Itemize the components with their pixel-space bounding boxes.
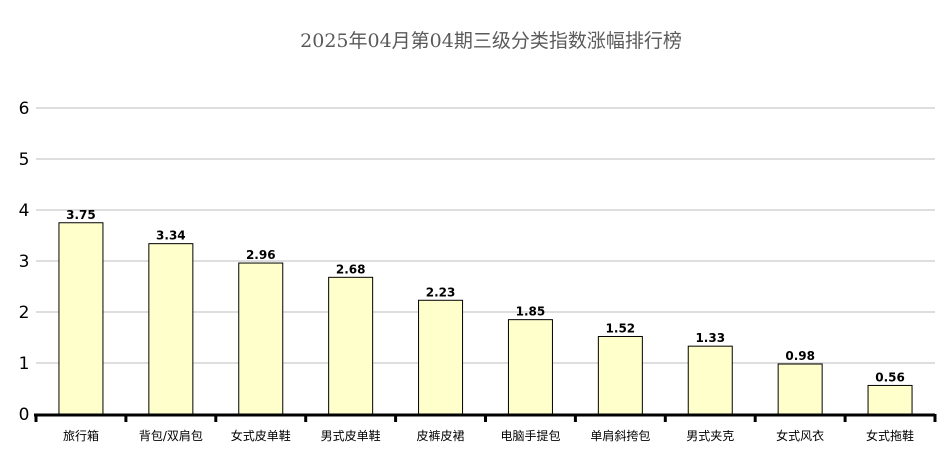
y-tick-label: 6 <box>19 99 30 119</box>
data-label: 2.23 <box>426 285 456 299</box>
y-tick-label: 5 <box>19 150 30 170</box>
y-tick-label: 2 <box>19 303 30 323</box>
x-axis-tick-labels: 旅行箱 背包/双肩包 女式皮单鞋 男式皮单鞋 皮裤皮裙 电脑手提包 单肩斜挎包 男式夹克 女式风… <box>63 428 914 443</box>
x-tick-label: 单肩斜挎包 <box>590 428 650 443</box>
bar-6 <box>597 335 643 415</box>
data-label: 1.33 <box>695 331 725 345</box>
bar-7 <box>687 345 733 415</box>
x-tick-label: 女式皮单鞋 <box>231 428 291 443</box>
bar-8 <box>777 363 823 415</box>
data-label: 1.52 <box>606 321 636 335</box>
bar-2 <box>238 262 284 415</box>
x-tick-label: 电脑手提包 <box>500 428 560 443</box>
y-tick-label: 1 <box>19 354 30 374</box>
x-tick-label: 背包/双肩包 <box>139 428 203 443</box>
bar-1 <box>148 243 194 415</box>
data-label: 2.68 <box>336 262 366 276</box>
x-tick-label: 旅行箱 <box>63 428 99 443</box>
chart-title: 2025年04月第04期三级分类指数涨幅排行榜 <box>300 30 682 52</box>
x-tick-label: 男式夹克 <box>686 429 734 443</box>
bar-3 <box>328 276 374 415</box>
data-label: 1.85 <box>516 305 546 319</box>
y-tick-label: 3 <box>19 252 30 272</box>
x-axis <box>34 413 937 422</box>
data-label: 3.75 <box>66 208 96 222</box>
bars <box>58 222 913 415</box>
bar-5 <box>507 319 553 415</box>
y-tick-label: 0 <box>19 405 30 425</box>
bar-4 <box>418 299 464 415</box>
data-label: 3.34 <box>156 229 186 243</box>
data-label: 0.56 <box>875 370 905 384</box>
bar-9 <box>867 384 913 415</box>
y-tick-label: 4 <box>19 201 30 221</box>
x-tick-label: 男式皮单鞋 <box>321 428 381 443</box>
bar-0 <box>58 222 104 415</box>
data-label: 0.98 <box>785 349 815 363</box>
y-axis-tick-labels: 0 1 2 3 4 5 6 <box>19 99 30 425</box>
data-labels: 3.75 3.34 2.96 2.68 2.23 1.85 1.52 1.33 0.98 0.56 <box>66 208 905 385</box>
x-tick-label: 女式风衣 <box>776 428 824 443</box>
data-label: 2.96 <box>246 248 276 262</box>
x-tick-label: 女式拖鞋 <box>866 428 914 443</box>
x-tick-label: 皮裤皮裙 <box>417 429 465 443</box>
